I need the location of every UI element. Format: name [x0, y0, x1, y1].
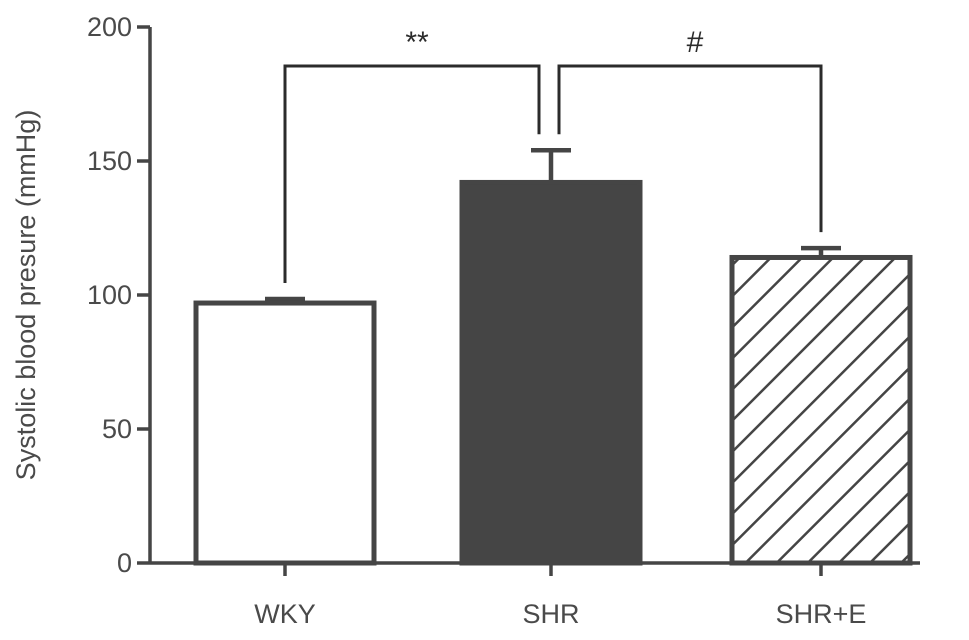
y-tick-label: 150	[87, 146, 132, 176]
significance-label: **	[405, 26, 429, 59]
bars	[193, 148, 913, 566]
x-tick-label: SHR+E	[776, 599, 867, 629]
x-tick-label: SHR	[522, 599, 579, 629]
bar	[729, 254, 913, 566]
significance-bracket	[557, 64, 823, 233]
y-tick-label: 100	[87, 280, 132, 310]
significance-annotations: ** #	[283, 26, 823, 284]
significance-label: #	[687, 26, 704, 59]
y-tick-label: 0	[117, 548, 132, 578]
y-tick-label: 200	[87, 12, 132, 42]
bar	[459, 179, 643, 566]
bar	[193, 300, 377, 566]
significance-bracket	[283, 64, 541, 284]
x-tick-label: WKY	[254, 599, 316, 629]
y-tick-label: 50	[102, 414, 132, 444]
y-axis-label: Systolic blood presure (mmHg)	[11, 110, 41, 481]
